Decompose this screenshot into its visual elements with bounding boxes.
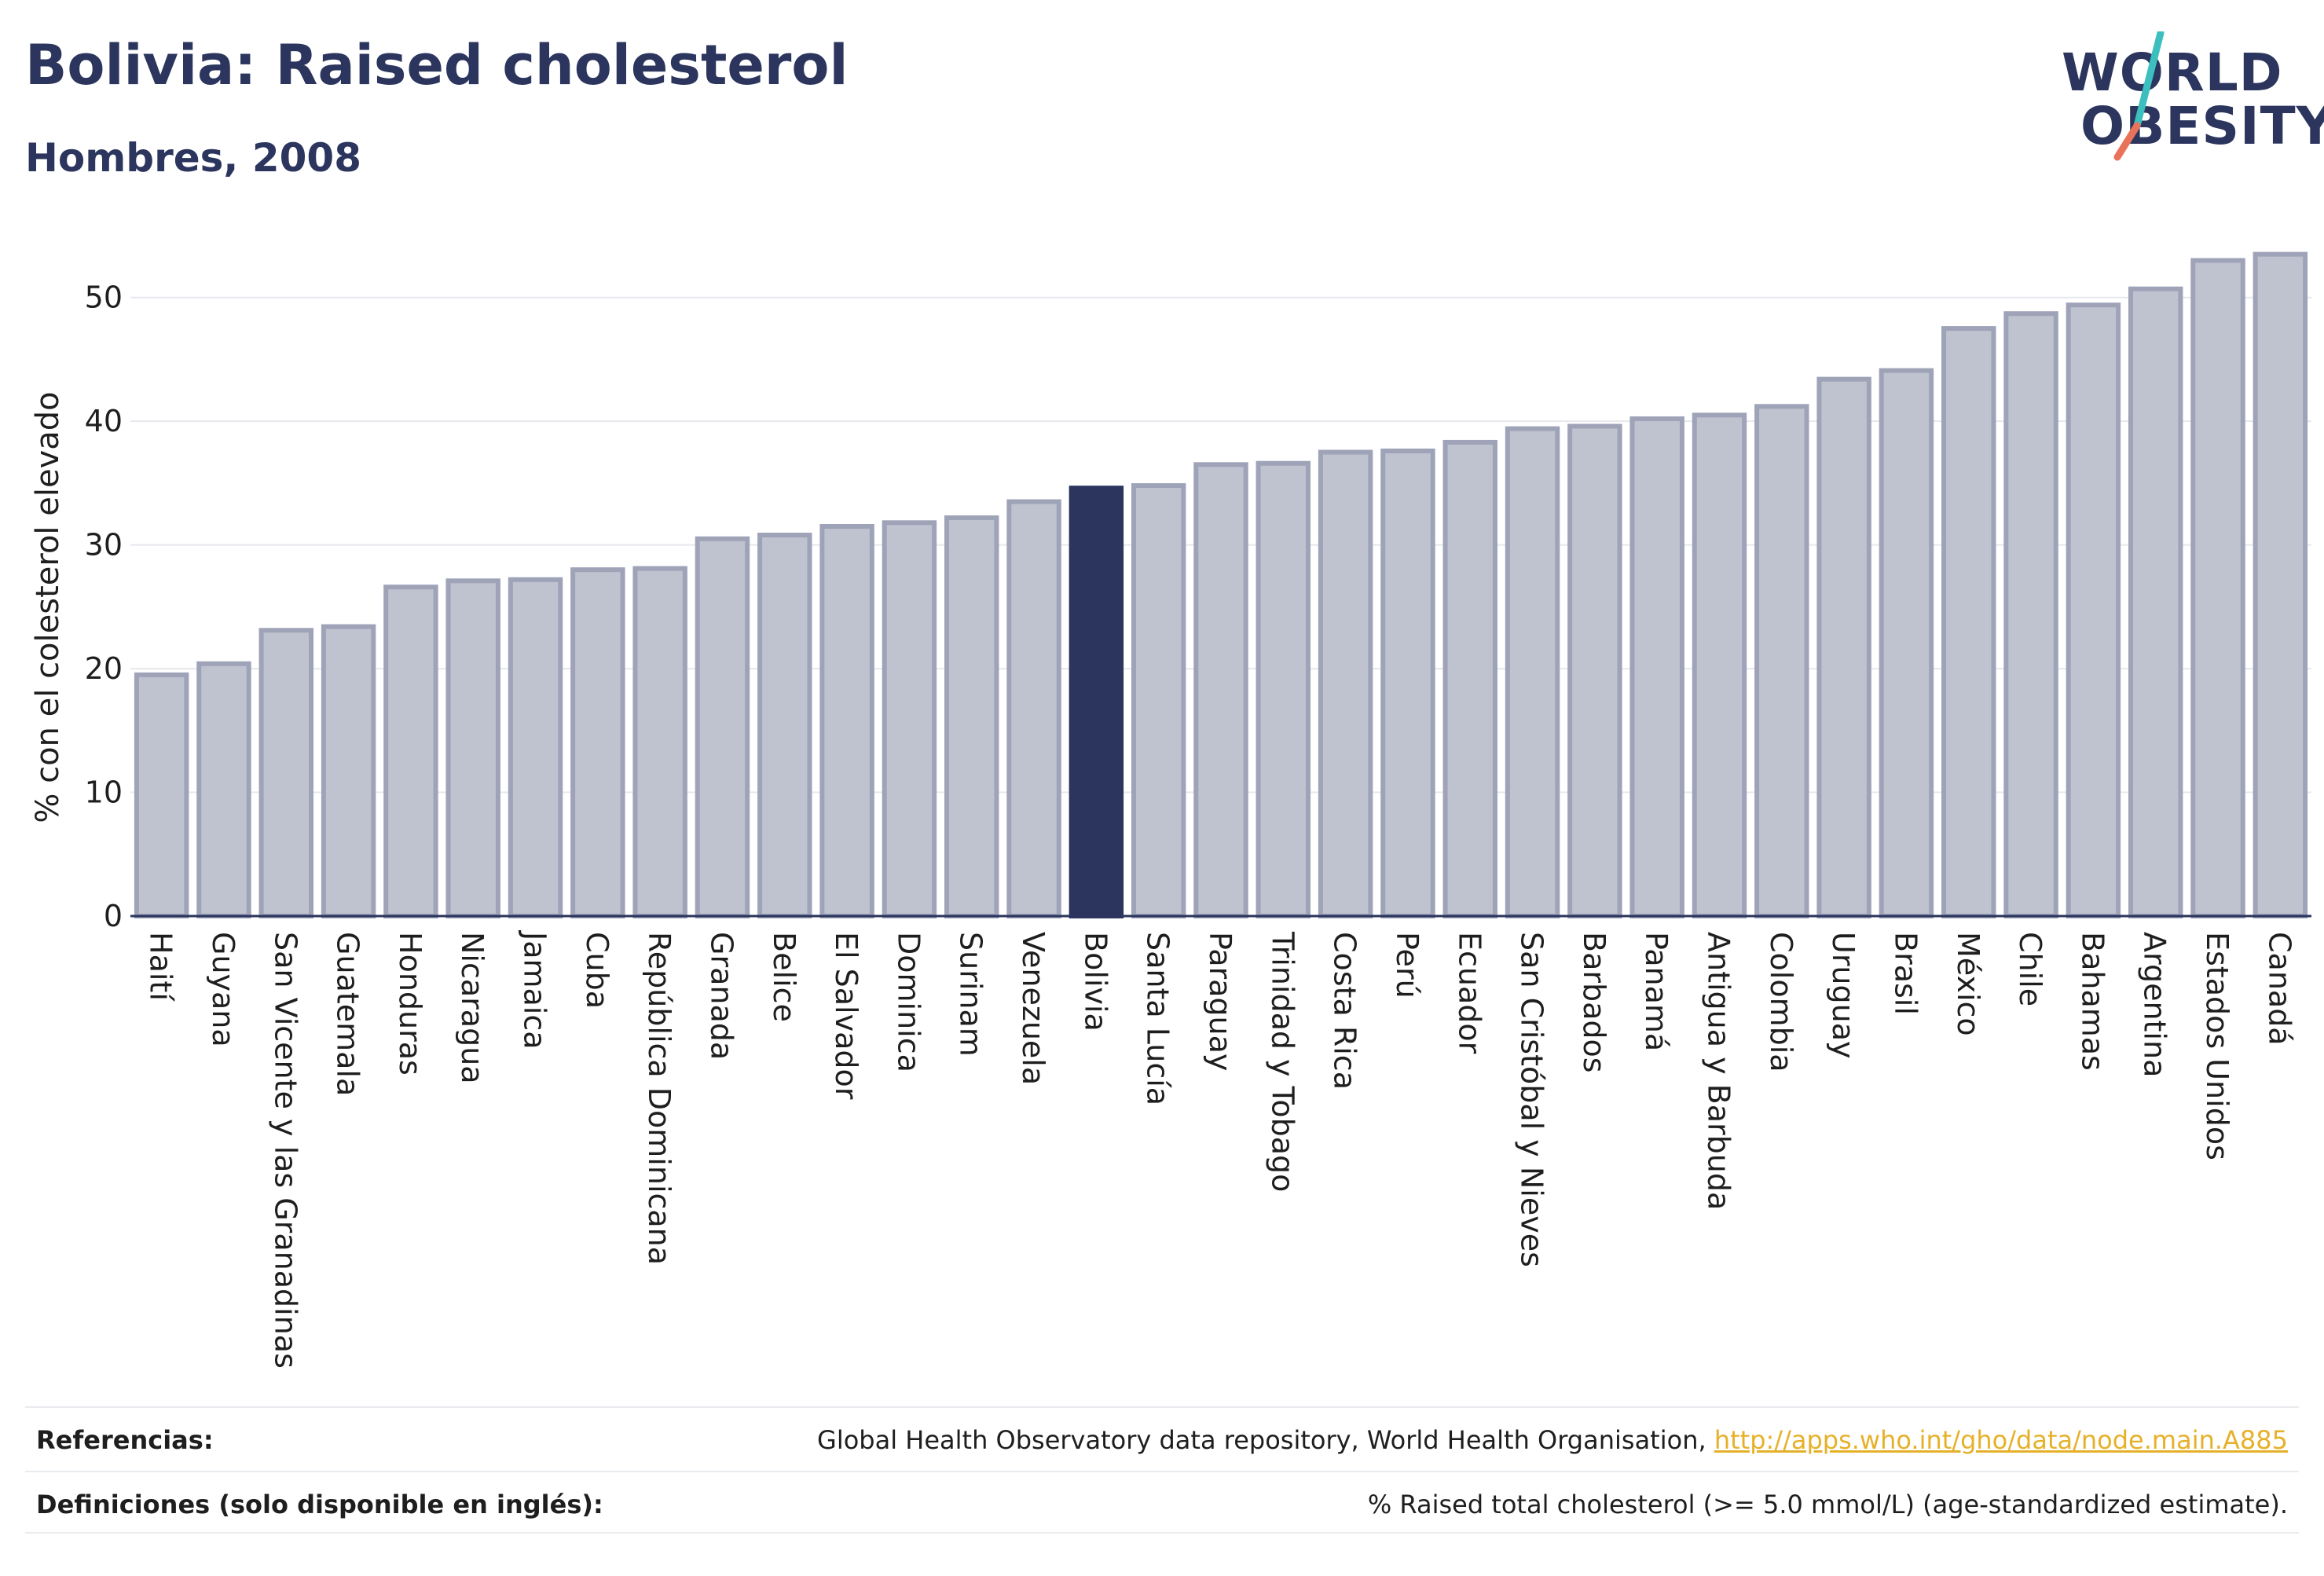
x-tick-label: El Salvador bbox=[829, 932, 863, 1100]
x-tick-label: Belice bbox=[767, 932, 801, 1022]
bar bbox=[1629, 416, 1684, 918]
x-tick-label: San Vicente y las Granadinas bbox=[268, 932, 302, 1369]
bar bbox=[1318, 449, 1373, 918]
bar bbox=[2190, 258, 2245, 918]
bar bbox=[1941, 326, 1996, 919]
x-tick-label: Costa Rica bbox=[1328, 932, 1362, 1090]
bar bbox=[1442, 439, 1497, 918]
x-tick-label: México bbox=[1951, 932, 1985, 1036]
bar bbox=[1131, 483, 1186, 918]
logo-text-line1: WORLD bbox=[2062, 42, 2283, 103]
definitions-label: Definiciones (solo disponible en inglés)… bbox=[36, 1490, 603, 1519]
x-tick-label: Bolivia bbox=[1078, 932, 1113, 1032]
bar bbox=[508, 577, 563, 918]
bar-chart: 0 10 20 30 40 50 % con el colesterol elevado Ha… bbox=[30, 251, 2311, 1369]
bar bbox=[1879, 368, 1934, 919]
x-tick-label: Colombia bbox=[1764, 932, 1798, 1072]
bar bbox=[2003, 311, 2058, 918]
bar bbox=[445, 578, 500, 918]
bar bbox=[1816, 376, 1871, 918]
bar bbox=[570, 567, 625, 918]
bar bbox=[1255, 460, 1311, 918]
bar bbox=[1006, 499, 1061, 918]
x-tick-label: Panamá bbox=[1639, 932, 1673, 1051]
bar bbox=[1505, 426, 1560, 918]
bar bbox=[1380, 448, 1435, 918]
bar bbox=[2253, 251, 2308, 919]
x-tick-label: Nicaragua bbox=[455, 932, 489, 1084]
x-tick-label: Perú bbox=[1390, 932, 1424, 999]
page-title: Bolivia: Raised cholesterol bbox=[25, 33, 849, 97]
references-link[interactable]: http://apps.who.int/gho/data/node.main.A… bbox=[1714, 1425, 2288, 1455]
y-tick-label: 0 bbox=[104, 899, 123, 933]
bar bbox=[757, 533, 812, 918]
x-tick-label: Barbados bbox=[1577, 932, 1611, 1073]
bar bbox=[196, 661, 251, 918]
x-tick-label: Santa Lucía bbox=[1141, 932, 1175, 1105]
bar bbox=[944, 515, 999, 918]
x-tick-label: San Cristóbal y Nieves bbox=[1515, 932, 1549, 1267]
bar bbox=[819, 524, 874, 918]
x-tick-label: Ecuador bbox=[1452, 932, 1486, 1054]
y-tick-label: 50 bbox=[85, 280, 123, 315]
definitions-value: % Raised total cholesterol (>= 5.0 mmol/… bbox=[1367, 1490, 2288, 1519]
y-tick-label: 30 bbox=[85, 528, 123, 563]
bar bbox=[321, 624, 376, 918]
y-tick-label: 20 bbox=[85, 651, 123, 686]
x-tick-label: Brasil bbox=[1888, 932, 1923, 1015]
y-tick-label: 40 bbox=[85, 404, 123, 438]
x-tick-label: Argentina bbox=[2138, 932, 2172, 1077]
x-tick-label: Venezuela bbox=[1016, 932, 1050, 1085]
bar bbox=[2066, 302, 2121, 918]
x-tick-label: Granada bbox=[704, 932, 739, 1060]
x-tick-label: Chile bbox=[2013, 932, 2047, 1006]
x-tick-label: Guyana bbox=[206, 932, 240, 1047]
references-text: Global Health Observatory data repositor… bbox=[817, 1425, 1714, 1455]
y-axis-label: % con el colesterol elevado bbox=[30, 391, 66, 823]
x-tick-label: Trinidad y Tobago bbox=[1265, 931, 1299, 1192]
bar bbox=[1692, 412, 1747, 918]
bar bbox=[1567, 423, 1622, 918]
x-tick-label: Cuba bbox=[580, 932, 614, 1009]
footer-divider bbox=[25, 1532, 2299, 1534]
x-tick-label: Estados Unidos bbox=[2200, 932, 2234, 1160]
bar bbox=[695, 536, 750, 918]
x-tick-label: Surinam bbox=[954, 932, 988, 1057]
references-row: Referencias: Global Health Observatory d… bbox=[25, 1406, 2299, 1471]
x-tick-label: Honduras bbox=[393, 932, 427, 1076]
x-tick-label: Guatemala bbox=[331, 932, 365, 1096]
x-tick-label: Jamaica bbox=[518, 930, 552, 1050]
x-tick-label: Canadá bbox=[2262, 932, 2297, 1046]
logo-slash-icon bbox=[2113, 31, 2165, 161]
definitions-row: Definiciones (solo disponible en inglés)… bbox=[25, 1471, 2299, 1535]
references-value: Global Health Observatory data repositor… bbox=[817, 1425, 2288, 1455]
page-subtitle: Hombres, 2008 bbox=[25, 135, 361, 181]
y-tick-label: 10 bbox=[85, 775, 123, 810]
x-tick-label: República Dominicana bbox=[642, 932, 676, 1265]
world-obesity-logo: WORLD OBESITY bbox=[2043, 31, 2324, 165]
bar bbox=[383, 585, 438, 918]
bar bbox=[258, 628, 314, 919]
bar bbox=[1069, 486, 1124, 918]
references-label: Referencias: bbox=[36, 1425, 214, 1455]
bar bbox=[882, 520, 937, 918]
x-tick-label: Bahamas bbox=[2075, 932, 2110, 1071]
x-tick-label: Dominica bbox=[891, 932, 926, 1072]
bar bbox=[2128, 286, 2183, 918]
x-tick-label: Paraguay bbox=[1203, 932, 1237, 1071]
x-tick-label: Uruguay bbox=[1826, 932, 1860, 1059]
bar bbox=[1193, 462, 1248, 918]
x-tick-label: Haití bbox=[144, 932, 178, 1002]
bar bbox=[632, 566, 687, 918]
x-tick-label: Antigua y Barbuda bbox=[1702, 932, 1736, 1210]
bar bbox=[1754, 404, 1809, 918]
bar bbox=[134, 672, 189, 918]
